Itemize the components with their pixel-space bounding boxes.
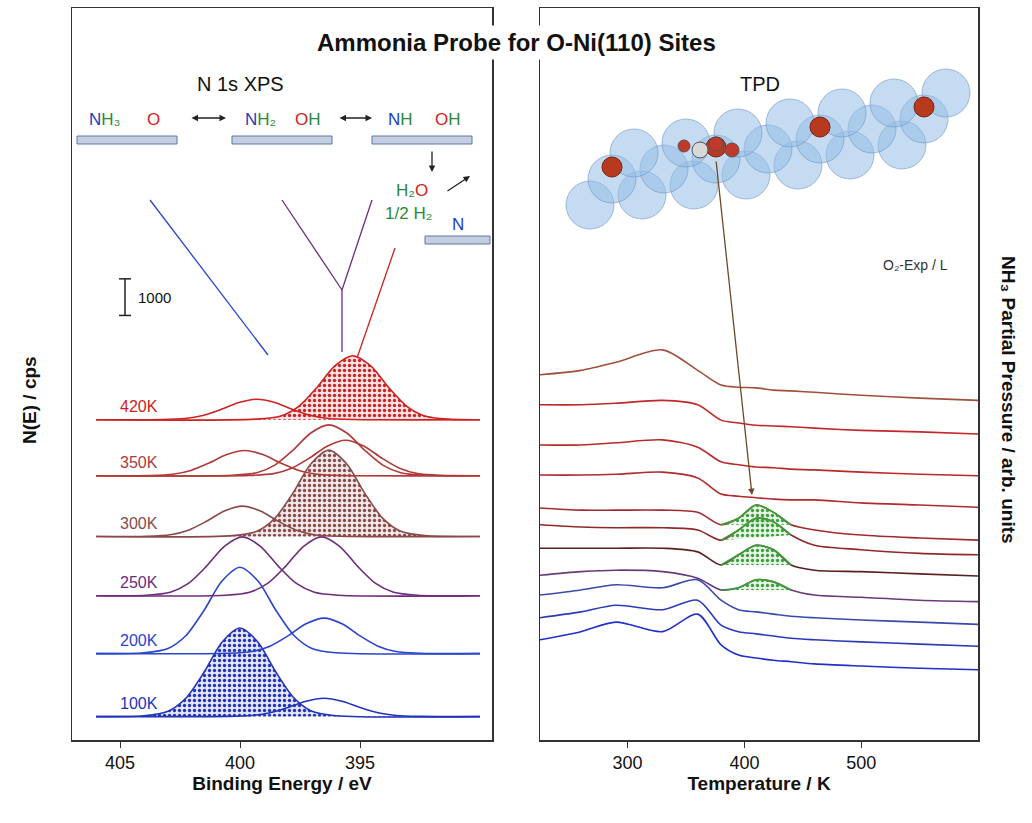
- svg-text:O: O: [147, 110, 160, 129]
- svg-text:400: 400: [225, 753, 255, 773]
- svg-text:NH₃ Partial Pressure / arb. un: NH₃ Partial Pressure / arb. units: [998, 256, 1019, 544]
- svg-text:300K: 300K: [120, 515, 158, 532]
- svg-text:100K: 100K: [120, 695, 158, 712]
- svg-text:200K: 200K: [120, 632, 158, 649]
- svg-text:Ammonia Probe for O-Ni(110) Si: Ammonia Probe for O-Ni(110) Sites: [317, 29, 716, 56]
- svg-text:NH₃: NH₃: [89, 110, 121, 129]
- svg-text:Temperature / K: Temperature / K: [687, 773, 831, 794]
- svg-text:395: 395: [345, 753, 375, 773]
- svg-text:NH₂: NH₂: [245, 110, 276, 129]
- svg-text:O₂-Exp / L: O₂-Exp / L: [883, 257, 948, 273]
- svg-text:1000: 1000: [138, 289, 171, 306]
- svg-text:OH: OH: [295, 110, 321, 129]
- svg-text:500: 500: [846, 753, 876, 773]
- svg-text:Binding Energy / eV: Binding Energy / eV: [192, 773, 372, 794]
- svg-text:OH: OH: [435, 110, 461, 129]
- svg-text:405: 405: [105, 753, 135, 773]
- svg-text:1/2 H₂: 1/2 H₂: [385, 204, 432, 223]
- svg-text:250K: 250K: [120, 574, 158, 591]
- svg-text:400: 400: [729, 753, 759, 773]
- svg-text:N 1s XPS: N 1s XPS: [197, 73, 284, 95]
- svg-text:TPD: TPD: [740, 73, 780, 95]
- svg-text:300: 300: [613, 753, 643, 773]
- svg-text:N: N: [452, 215, 464, 234]
- svg-text:N(E) / cps: N(E) / cps: [19, 356, 40, 444]
- svg-text:350K: 350K: [120, 454, 158, 471]
- svg-text:NH: NH: [388, 110, 413, 129]
- svg-text:420K: 420K: [120, 398, 158, 415]
- svg-text:H₂O: H₂O: [396, 181, 428, 200]
